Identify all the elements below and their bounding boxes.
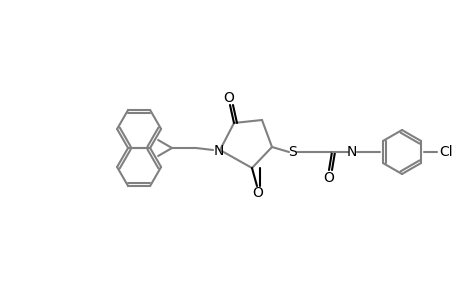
Text: O: O <box>223 91 234 105</box>
Text: O: O <box>323 171 334 185</box>
Text: N: N <box>346 145 356 159</box>
Text: Cl: Cl <box>438 145 452 159</box>
Text: S: S <box>288 145 297 159</box>
Text: O: O <box>252 186 263 200</box>
Text: N: N <box>213 144 224 158</box>
